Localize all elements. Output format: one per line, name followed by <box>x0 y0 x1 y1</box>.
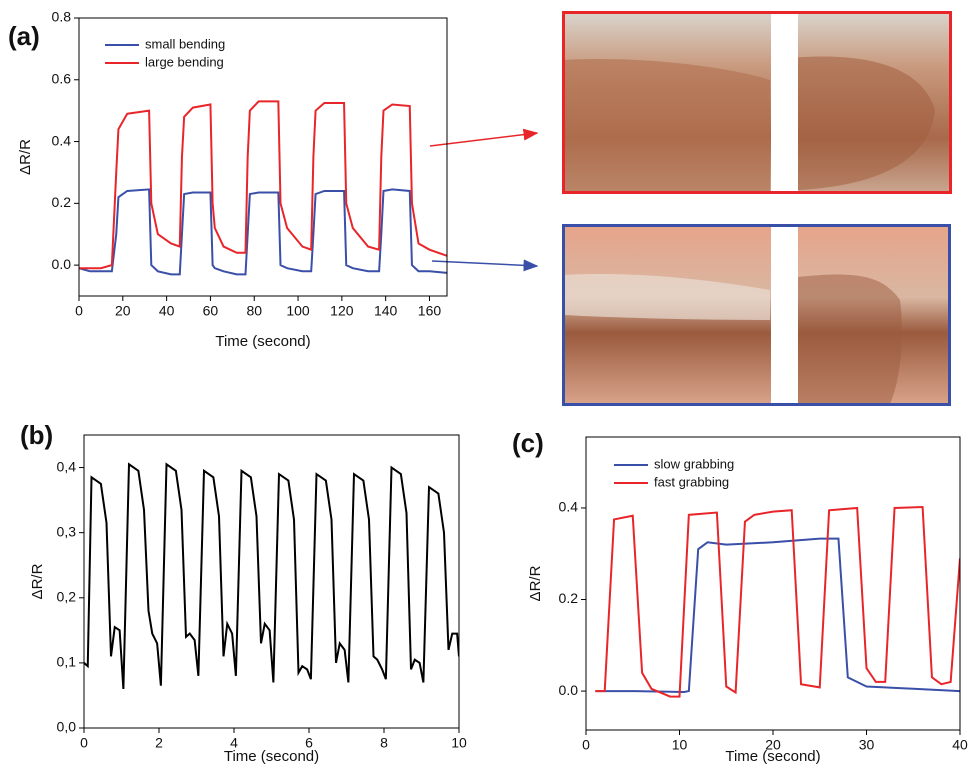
x-tick-label: 10 <box>672 737 688 753</box>
x-tick-label: 10 <box>451 735 467 751</box>
y-axis-label: ΔR/R <box>17 139 34 175</box>
y-tick-label: 0,2 <box>57 588 77 604</box>
plot-frame <box>79 18 447 296</box>
figure: (a)0.00.20.40.60.8020406080100120140160T… <box>0 0 971 769</box>
arrow <box>430 133 537 146</box>
x-tick-label: 0 <box>582 737 590 753</box>
x-tick-label: 40 <box>159 303 175 319</box>
legend-label: large bending <box>145 54 224 69</box>
x-tick-label: 60 <box>203 303 219 319</box>
x-tick-label: 80 <box>246 303 262 319</box>
plot-area <box>79 101 447 274</box>
panel-label: (a) <box>8 21 40 51</box>
arrow <box>432 261 537 266</box>
y-tick-label: 0.4 <box>559 499 579 515</box>
series-line <box>595 539 960 692</box>
x-tick-label: 20 <box>115 303 131 319</box>
y-tick-label: 0.0 <box>52 256 72 272</box>
legend-label: small bending <box>145 36 225 51</box>
y-tick-label: 0.4 <box>52 132 72 148</box>
photo-small-bending <box>564 226 950 405</box>
legend-label: fast grabbing <box>654 474 729 489</box>
series-line <box>84 464 459 689</box>
x-tick-label: 8 <box>380 735 388 751</box>
x-axis-label: Time (second) <box>215 333 310 350</box>
y-tick-label: 0,4 <box>57 458 77 474</box>
series-line <box>79 101 447 268</box>
series-line <box>79 189 447 274</box>
x-tick-label: 30 <box>859 737 875 753</box>
y-tick-label: 0,0 <box>57 719 77 735</box>
y-tick-label: 0,1 <box>57 654 77 670</box>
y-tick-label: 0.0 <box>559 682 579 698</box>
plot-frame <box>586 437 960 730</box>
y-axis-label: ΔR/R <box>527 565 544 601</box>
x-tick-label: 120 <box>330 303 354 319</box>
panel-label: (c) <box>512 428 544 458</box>
x-tick-label: 140 <box>374 303 398 319</box>
x-tick-label: 0 <box>75 303 83 319</box>
plot-area <box>595 507 960 697</box>
x-tick-label: 0 <box>80 735 88 751</box>
y-tick-label: 0.6 <box>52 70 72 86</box>
series-line <box>595 507 960 697</box>
x-tick-label: 40 <box>952 737 968 753</box>
x-tick-label: 100 <box>286 303 310 319</box>
legend-label: slow grabbing <box>654 456 734 471</box>
x-tick-label: 160 <box>418 303 442 319</box>
y-tick-label: 0.2 <box>559 590 579 606</box>
y-tick-label: 0.2 <box>52 194 72 210</box>
y-axis-label: ΔR/R <box>29 563 46 599</box>
plot-area <box>84 464 459 689</box>
panel-label: (b) <box>20 420 53 450</box>
y-tick-label: 0,3 <box>57 523 77 539</box>
x-axis-label: Time (second) <box>224 748 319 765</box>
x-tick-label: 2 <box>155 735 163 751</box>
photo-large-bending <box>564 13 951 193</box>
x-axis-label: Time (second) <box>725 748 820 765</box>
y-tick-label: 0.8 <box>52 9 72 25</box>
